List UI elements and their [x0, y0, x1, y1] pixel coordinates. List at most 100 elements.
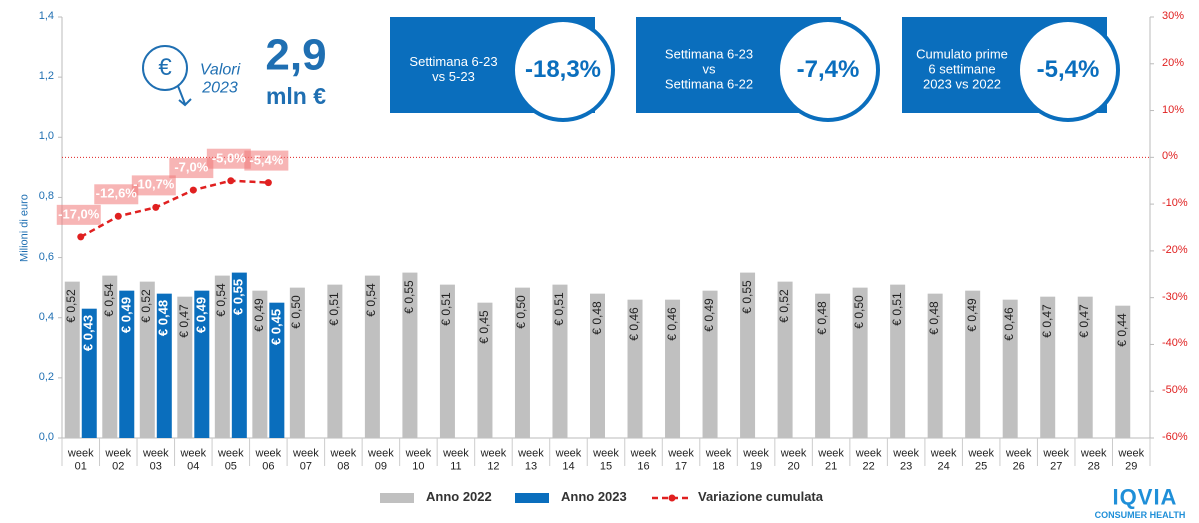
total-unit: mln € [265, 82, 327, 109]
y2-tick-label: -20% [1162, 243, 1188, 256]
data-label: € 0,49 [118, 296, 134, 333]
data-label: € 0,51 [552, 291, 567, 326]
line-point [152, 203, 160, 211]
label-box [206, 148, 251, 169]
data-label: € 0,55 [230, 278, 246, 315]
line-label: -5,4% [249, 152, 284, 168]
data-label: € 0,47 [176, 303, 191, 338]
y2-tick-label: -50% [1162, 384, 1188, 397]
x-tick-label: week 26 [1005, 447, 1032, 472]
caption: Valori 2023 [199, 61, 241, 97]
data-label: € 0,52 [777, 288, 792, 323]
bar [119, 290, 135, 438]
kpi-circle [776, 18, 880, 122]
x-tick-label: week 09 [368, 447, 394, 472]
x-tick-label: week 02 [105, 447, 132, 472]
data-label: € 0,54 [214, 282, 229, 317]
label-box [56, 204, 101, 225]
bar [402, 272, 418, 438]
data-label: € 0,49 [251, 297, 266, 332]
bar [1040, 296, 1056, 438]
legend-label: Anno 2023 [561, 489, 627, 504]
x-tick-label: week 14 [555, 447, 582, 472]
x-tick-label: week 12 [480, 447, 507, 472]
y-tick-label: 1,2 [38, 70, 54, 83]
data-label: € 0,48 [155, 299, 171, 336]
bar [231, 272, 247, 438]
x-tick-label: week 23 [893, 447, 919, 472]
x-tick-label: week 01 [67, 447, 94, 472]
bar [81, 308, 97, 438]
line-label: -5,0% [211, 150, 246, 166]
bar [177, 296, 193, 438]
legend-label: Variazione cumulata [698, 489, 823, 504]
bar [702, 290, 718, 438]
x-tick-label: week 05 [217, 447, 244, 472]
line-point [77, 233, 85, 241]
bar [965, 290, 981, 438]
bar [364, 275, 380, 438]
y2-tick-label: 0% [1162, 150, 1178, 163]
x-tick-label: week 29 [1118, 447, 1145, 472]
data-label: € 0,54 [364, 282, 379, 317]
bar [1115, 305, 1131, 438]
x-tick-label: week 10 [405, 447, 432, 472]
data-label: € 0,51 [326, 291, 341, 326]
y-tick-label: 0,4 [38, 310, 54, 323]
data-label: € 0,47 [1077, 303, 1092, 338]
bar [439, 284, 455, 438]
line-point [264, 179, 272, 187]
line-point [227, 177, 235, 185]
data-label: € 0,46 [664, 306, 679, 341]
kpi-text: Cumulato prime 6 settimane 2023 vs 2022 [916, 46, 1008, 92]
data-label: € 0,49 [193, 296, 209, 333]
y-tick-label: 0,8 [38, 190, 54, 203]
total-value: 2,9 [265, 30, 327, 80]
x-tick-label: week 06 [255, 447, 282, 472]
bar [64, 281, 80, 438]
y2-tick-label: 20% [1162, 56, 1185, 69]
y2-tick-label: -30% [1162, 290, 1188, 303]
legend-label: Anno 2022 [426, 489, 492, 504]
kpi-text: Settimana 6-23 vs Settimana 6-22 [664, 46, 754, 92]
data-label: € 0,50 [289, 294, 304, 329]
legend-swatch [515, 493, 549, 503]
data-label: € 0,47 [1039, 303, 1054, 338]
bar [552, 284, 568, 438]
data-label: € 0,49 [964, 297, 979, 332]
bar [289, 287, 305, 438]
bar [514, 287, 530, 438]
data-label: € 0,50 [514, 294, 529, 329]
legend-swatch [668, 494, 676, 502]
x-tick-label: week 16 [630, 447, 657, 472]
logo: IQVIA [1112, 484, 1178, 510]
euro-symbol: € [158, 54, 172, 82]
bar [852, 287, 868, 438]
data-label: € 0,51 [439, 291, 454, 326]
euro-icon [142, 45, 188, 91]
x-tick-label: week 25 [968, 447, 995, 472]
data-label: € 0,50 [852, 294, 867, 329]
bar [252, 290, 268, 438]
legend-swatch [380, 493, 414, 503]
x-tick-label: week 13 [518, 447, 544, 472]
x-tick-label: week 19 [743, 447, 769, 472]
data-label: € 0,49 [702, 297, 717, 332]
bar [477, 302, 493, 438]
bar [815, 293, 831, 438]
y2-tick-label: -10% [1162, 197, 1188, 210]
y-axis-title: Milioni di euro [18, 193, 31, 262]
x-tick-label: week 03 [142, 447, 169, 472]
bar [927, 293, 943, 438]
kpi-value: -7,4% [796, 56, 860, 84]
x-tick-label: week 08 [330, 447, 357, 472]
bar [194, 290, 210, 438]
line-point [114, 212, 122, 220]
kpi-value: -18,3% [524, 56, 602, 84]
logo-sub: CONSUMER HEALTH [1094, 509, 1186, 520]
euro-arrow [177, 85, 192, 107]
x-tick-label: week 21 [818, 447, 844, 472]
x-tick-label: week 18 [705, 447, 732, 472]
y-tick-label: 1,4 [38, 10, 54, 22]
